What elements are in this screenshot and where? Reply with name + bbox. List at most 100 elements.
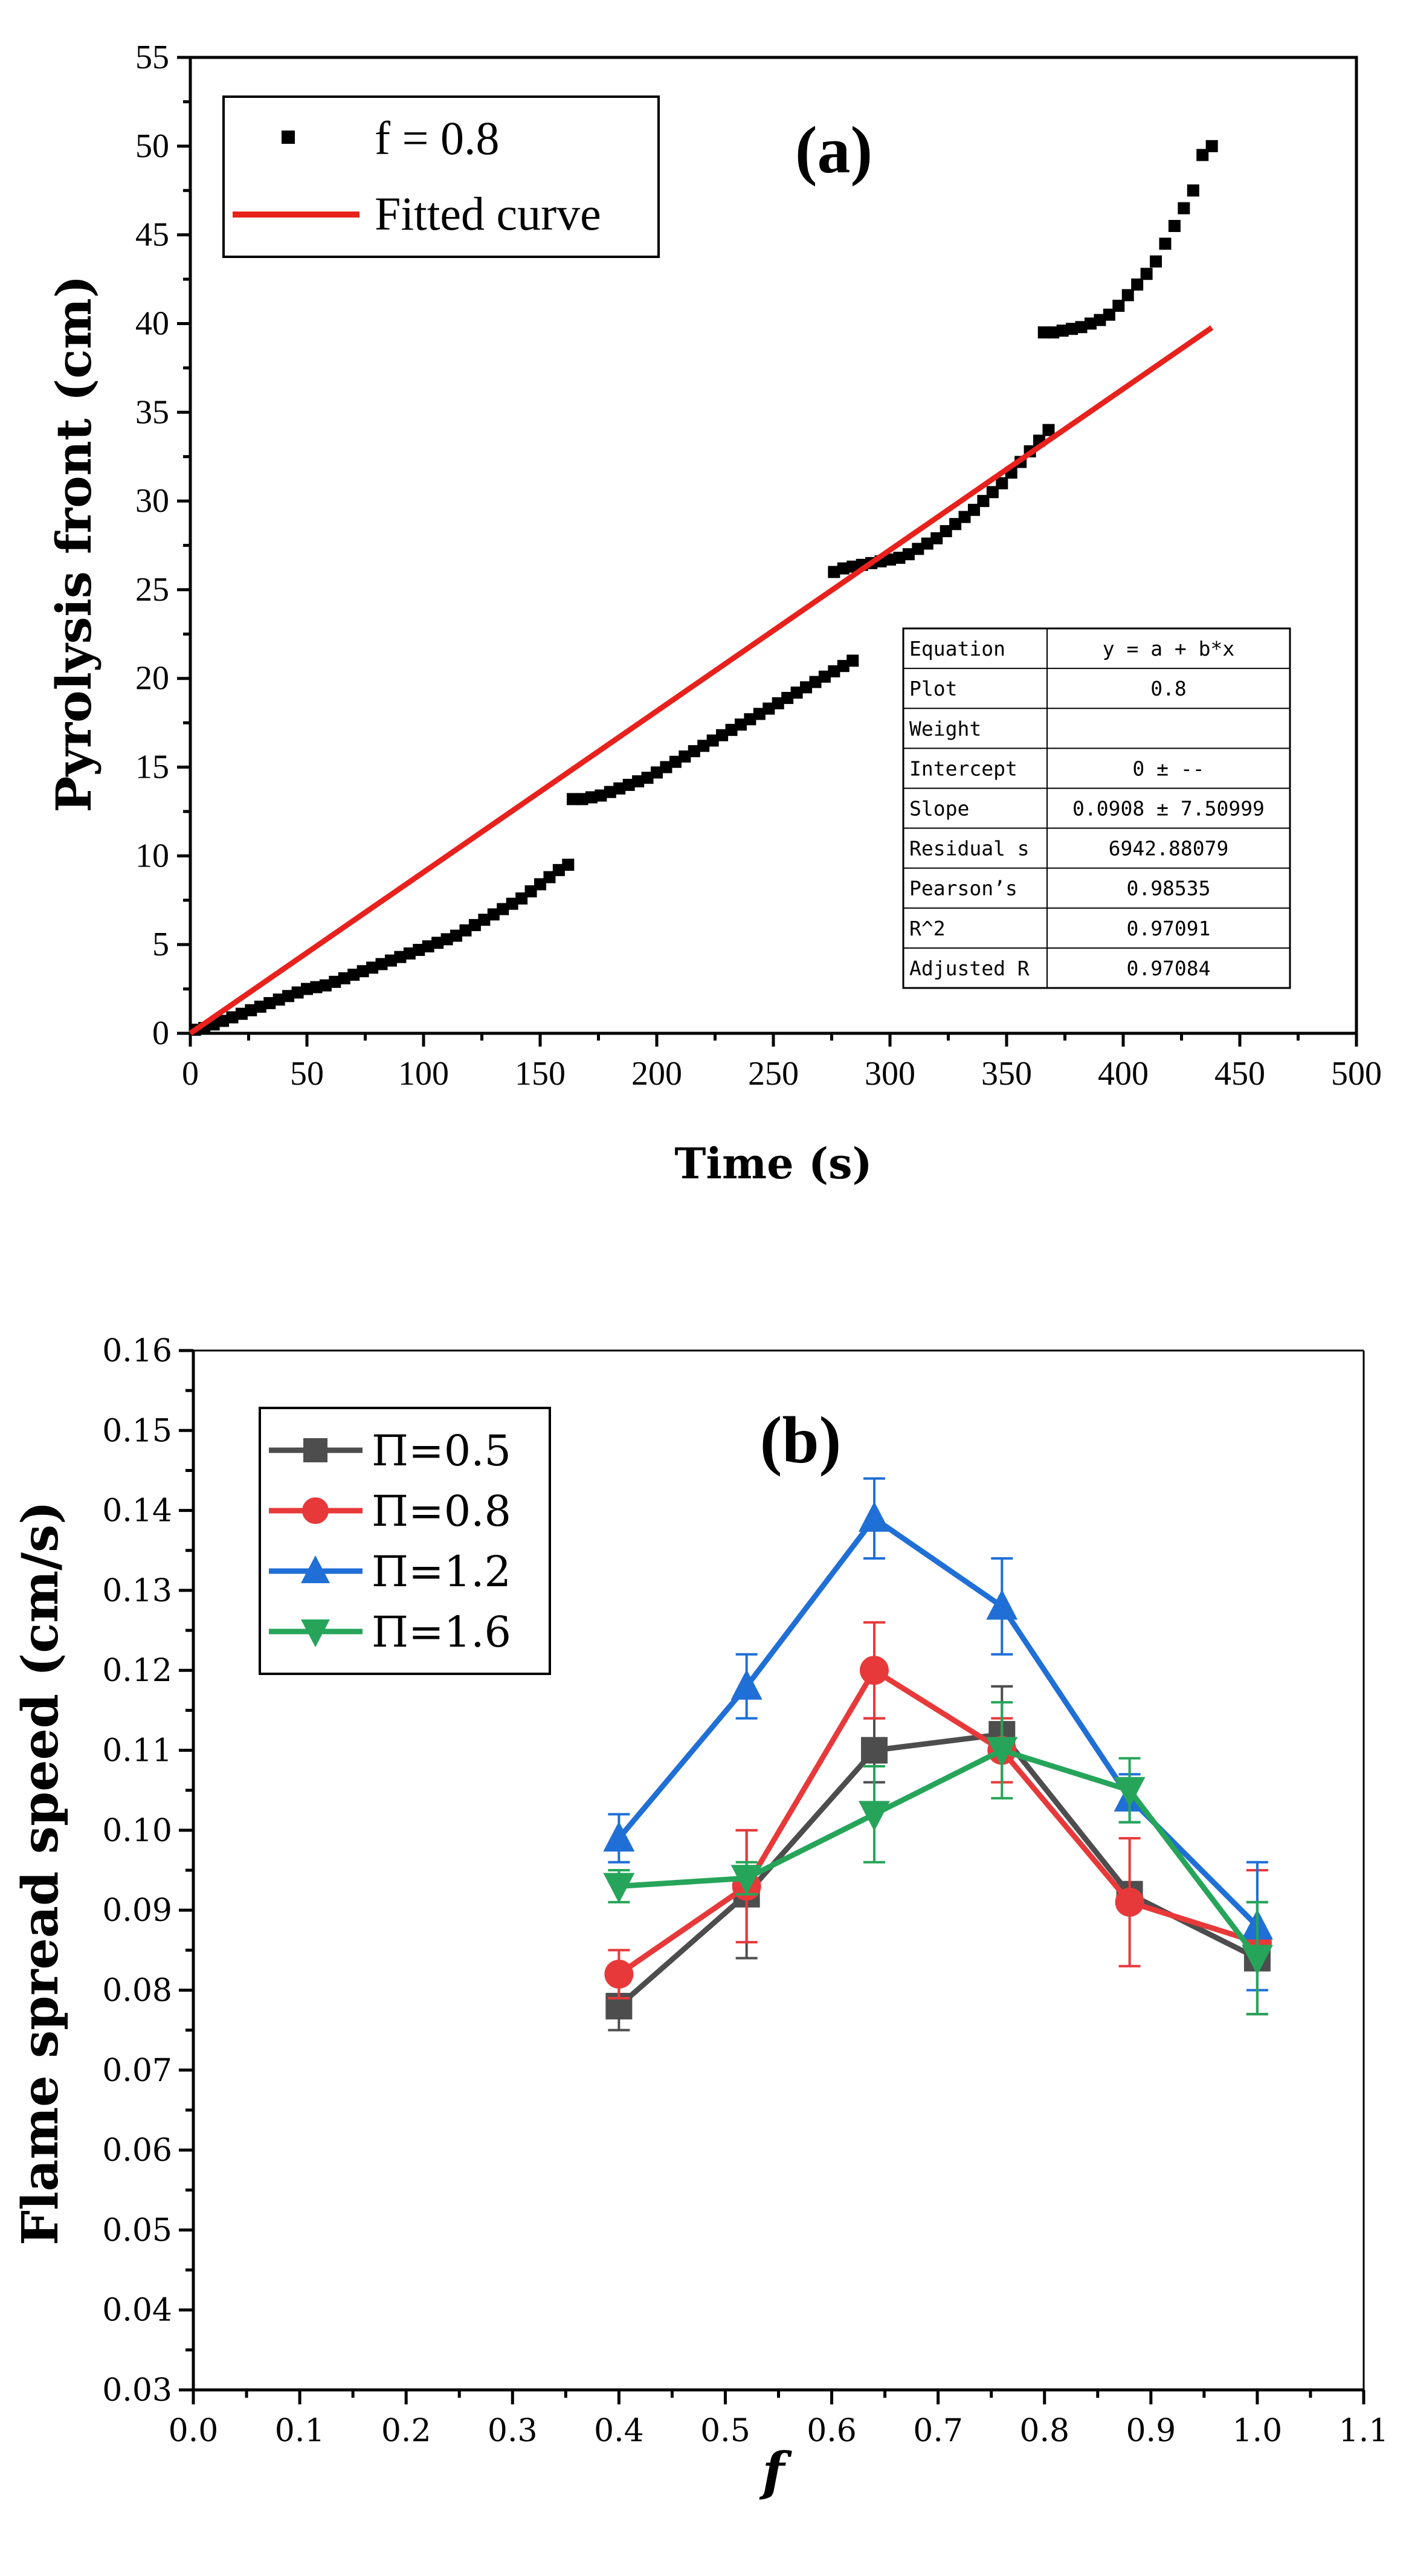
a-legend-square-marker (282, 131, 295, 144)
a-y-tick-label: 10 (135, 837, 169, 874)
a-data-point (1150, 255, 1162, 268)
a-data-point (958, 511, 971, 523)
a-data-point (651, 766, 663, 779)
a-data-point (706, 734, 719, 747)
b-data-point (859, 1656, 889, 1685)
b-legend-marker (301, 1555, 330, 1583)
b-y-tick-label: 0.05 (102, 2212, 172, 2248)
b-x-axis-title: f (759, 2441, 793, 2502)
b-y-tick-label: 0.07 (102, 2053, 172, 2089)
a-data-point (356, 965, 369, 978)
a-data-point (431, 937, 444, 949)
a-y-tick-label: 5 (152, 926, 169, 963)
panel-a-pyrolysis-chart: 0 50 100 150 200 250 300 350 400 450 500 0 5 10 15 20 25… (45, 39, 1382, 1189)
a-legend-label-1: Fitted curve (375, 187, 601, 240)
a-tick-labels: 0 50 100 150 200 250 300 350 400 450 500 0 5 10 15 20 25… (135, 39, 1382, 1093)
a-y-tick-label: 35 (135, 393, 169, 431)
a-data-point (828, 566, 840, 578)
a-data-point (347, 969, 360, 981)
b-x-tick-label: 0.5 (700, 2413, 750, 2449)
a-data-point (622, 778, 635, 791)
a-data-point (1042, 424, 1055, 436)
a-data-point (697, 740, 710, 752)
b-legend-marker (303, 1438, 327, 1462)
a-data-point (781, 692, 794, 705)
a-fit-table-value: y = a + b*x (1103, 637, 1235, 660)
a-data-point (669, 755, 682, 768)
b-legend-label: Π=0.8 (372, 1487, 511, 1536)
a-data-point (1056, 324, 1069, 337)
a-data-point (1094, 314, 1106, 326)
b-y-tick-label: 0.04 (102, 2293, 172, 2329)
a-data-point (734, 718, 747, 731)
b-legend-label: Π=1.6 (372, 1607, 511, 1657)
b-x-tick-label: 0.0 (169, 2413, 219, 2449)
b-y-tick-label: 0.03 (102, 2372, 172, 2409)
a-y-tick-label: 20 (135, 660, 169, 697)
b-series-line (619, 1747, 1260, 1960)
b-data-point (860, 1737, 888, 1764)
b-data-point (986, 1589, 1018, 1620)
a-x-tick-label: 50 (290, 1055, 324, 1093)
a-data-point (940, 525, 952, 538)
a-fit-table-value: 0 ± -- (1132, 757, 1204, 780)
a-data-point (1103, 308, 1115, 321)
a-data-point (977, 495, 990, 508)
a-data-point (440, 933, 453, 946)
a-data-point (534, 878, 546, 891)
a-data-point (613, 782, 626, 795)
a-fit-table-value: 0.97091 (1126, 917, 1210, 940)
a-data-point (1205, 140, 1218, 152)
b-data-point (603, 1873, 635, 1903)
a-data-point (595, 789, 607, 802)
b-x-tick-label: 0.9 (1126, 2413, 1176, 2449)
b-y-tick-label: 0.13 (102, 1573, 172, 1609)
a-legend-box (222, 95, 660, 258)
a-data-point (272, 993, 285, 1006)
a-fit-table-label: Intercept (909, 757, 1017, 780)
b-legend-marker (302, 1497, 329, 1524)
a-data-point (790, 686, 803, 699)
a-data-point (338, 972, 350, 984)
a-fit-table-label: Plot (909, 677, 957, 700)
b-y-tick-label: 0.06 (102, 2132, 172, 2169)
a-data-point (688, 745, 700, 758)
a-data-point (515, 892, 528, 905)
a-data-point (753, 708, 766, 720)
a-data-point (301, 983, 313, 995)
a-data-point (567, 793, 579, 805)
a-data-point (641, 772, 654, 784)
a-data-point (497, 903, 509, 915)
b-series-group (603, 1701, 1273, 2016)
a-data-point (1159, 237, 1172, 250)
a-x-tick-label: 100 (398, 1055, 449, 1093)
a-data-point (1084, 317, 1097, 330)
a-y-tick-label: 50 (135, 128, 169, 165)
a-x-tick-label: 200 (631, 1055, 682, 1093)
a-data-point (1196, 149, 1209, 161)
a-data-point (1131, 278, 1144, 291)
a-data-point (375, 958, 388, 970)
a-data-point (818, 670, 831, 683)
a-data-point (809, 676, 822, 688)
panel-b-flame-spread-chart: 0.0 0.1 0.2 0.3 0.4 0.5 0.6 0.7 0.8 0.9 1.0 1.1 0.03… (11, 1333, 1388, 2502)
a-x-tick-label: 250 (748, 1055, 799, 1093)
a-data-point (1168, 219, 1181, 232)
b-data-point (1241, 1945, 1273, 1975)
b-series (603, 1477, 1273, 2032)
a-fit-table-value: 6942.88079 (1109, 837, 1229, 860)
a-x-tick-label: 150 (515, 1055, 566, 1093)
a-data-point (235, 1007, 248, 1020)
b-x-tick-label: 0.2 (381, 2413, 431, 2449)
b-x-tick-label: 0.4 (594, 2413, 644, 2449)
a-data-point (254, 1000, 266, 1013)
a-data-point (949, 518, 962, 531)
a-data-point (576, 793, 588, 805)
a-data-point (562, 859, 575, 871)
a-panel-label: (a) (795, 113, 872, 187)
b-x-tick-label: 1.1 (1339, 2413, 1389, 2449)
a-data-point (679, 750, 691, 763)
b-y-tick-label: 0.12 (102, 1653, 172, 1689)
a-data-point (1047, 326, 1060, 339)
